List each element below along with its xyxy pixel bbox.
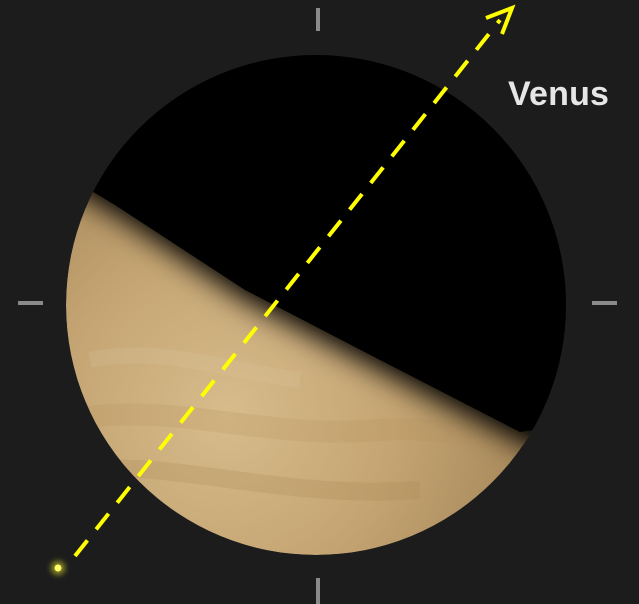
tick-right bbox=[592, 301, 617, 305]
venus-disk bbox=[66, 55, 566, 555]
sun-direction-arrow bbox=[73, 4, 516, 558]
object-name-label: Venus bbox=[508, 75, 610, 113]
sun-dot-icon bbox=[51, 561, 65, 575]
tick-bottom bbox=[316, 578, 320, 604]
tick-top bbox=[316, 8, 320, 31]
tick-left bbox=[18, 301, 43, 305]
